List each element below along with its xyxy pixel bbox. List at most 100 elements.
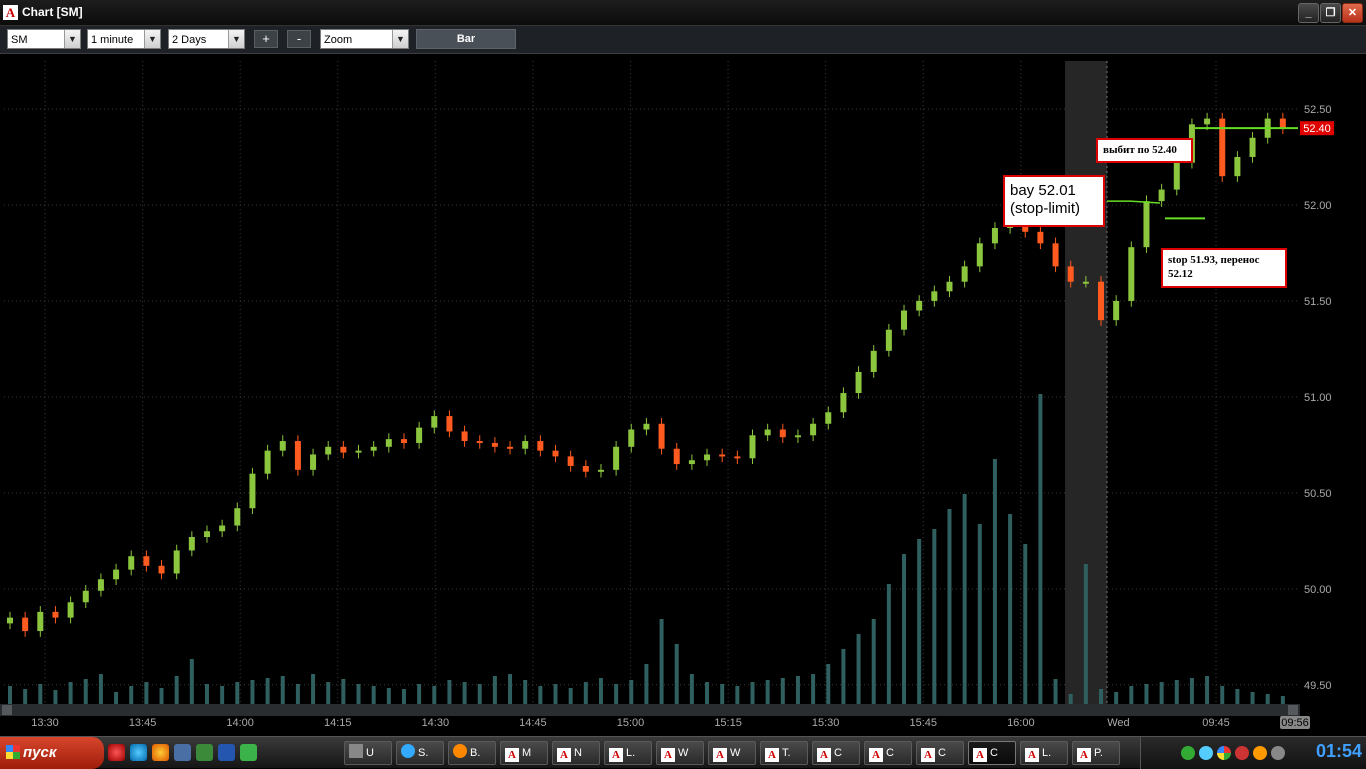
chevron-down-icon[interactable]: ▼ <box>64 30 80 48</box>
candle-body <box>203 531 210 538</box>
candle-body <box>810 423 817 436</box>
candle-body <box>234 508 241 526</box>
candle-body <box>537 441 544 451</box>
interval-select[interactable]: 1 minute ▼ <box>87 29 161 49</box>
candle-body <box>67 602 74 618</box>
volume-bar <box>629 680 634 704</box>
candle-body <box>310 454 317 470</box>
skype-icon[interactable] <box>130 744 147 761</box>
volume-bar <box>674 644 679 704</box>
chrome-icon[interactable] <box>1217 746 1231 760</box>
current-time-tag <box>1280 716 1310 729</box>
taskbar-task-button[interactable]: S. <box>396 741 444 765</box>
update-icon[interactable] <box>1253 746 1267 760</box>
zoom-select[interactable]: Zoom ▼ <box>320 29 409 49</box>
x-tick-label: 14:00 <box>226 717 254 729</box>
taskbar-task-label: N <box>574 747 582 759</box>
price-chart[interactable]: 52.40 52.50 52.00 51.50 51.00 50.50 50.00 49.5… <box>0 54 1366 734</box>
candle-body <box>507 446 514 449</box>
volume-bar <box>1114 692 1119 704</box>
spreadsheet-icon[interactable] <box>196 744 213 761</box>
volume-bar <box>750 682 755 704</box>
volume-bar <box>1265 694 1270 704</box>
candle-body <box>658 423 665 449</box>
current-price-tag <box>1300 121 1334 136</box>
taskbar-task-button[interactable]: A P. <box>1072 741 1120 765</box>
candle-body <box>128 556 135 570</box>
minimize-button[interactable]: _ <box>1298 3 1319 23</box>
range-select-value: 2 Days <box>172 34 207 46</box>
range-select[interactable]: 2 Days ▼ <box>168 29 245 49</box>
volume-bar <box>1189 678 1194 704</box>
app-window-icon: A <box>713 748 727 762</box>
candle-body <box>704 454 711 461</box>
maximize-button[interactable]: ❐ <box>1320 3 1341 23</box>
chart-type-button[interactable]: Bar <box>416 29 516 49</box>
volume-bar <box>1068 694 1073 704</box>
candle-body <box>1052 243 1059 267</box>
volume-bar <box>765 680 770 704</box>
app-icon[interactable] <box>240 744 257 761</box>
volume-icon[interactable] <box>1271 746 1285 760</box>
candle-body <box>825 412 832 424</box>
candle-body <box>219 525 226 532</box>
chevron-down-icon[interactable]: ▼ <box>144 30 160 48</box>
network-icon[interactable] <box>1181 746 1195 760</box>
volume-bar <box>68 682 73 704</box>
zoom-out-button[interactable]: - <box>287 30 311 48</box>
app-window-icon <box>453 744 467 758</box>
volume-bar <box>705 682 710 704</box>
volume-bar <box>886 584 891 704</box>
volume-bar <box>1053 679 1058 704</box>
app-window-icon: A <box>973 748 987 762</box>
app-window-icon: A <box>817 748 831 762</box>
skype-tray-icon[interactable] <box>1199 746 1213 760</box>
volume-bar <box>1220 686 1225 704</box>
close-button[interactable]: ✕ <box>1342 3 1363 23</box>
taskbar-task-button[interactable]: A T. <box>760 741 808 765</box>
app-window-icon: A <box>557 748 571 762</box>
taskbar-task-button[interactable]: B. <box>448 741 496 765</box>
volume-bar <box>144 682 149 704</box>
candle-body <box>901 310 908 330</box>
opera-icon[interactable] <box>108 744 125 761</box>
annotations: bay 52.01(stop-limit) выбит по 52.40 stop … <box>1003 138 1287 288</box>
candle-body <box>173 550 180 574</box>
scroll-right-button[interactable] <box>1288 705 1298 715</box>
volume-bar <box>947 509 952 704</box>
firefox-icon[interactable] <box>152 744 169 761</box>
candle-body <box>916 300 923 311</box>
annotation-text: (stop-limit) <box>1010 200 1080 217</box>
candle-body <box>870 350 877 372</box>
x-tick-label: 15:00 <box>617 717 645 729</box>
chevron-down-icon[interactable]: ▼ <box>228 30 244 48</box>
desktop-icon[interactable] <box>174 744 191 761</box>
volume-bar <box>98 674 103 704</box>
volume-bar <box>659 619 664 704</box>
taskbar-task-button[interactable]: A L. <box>1020 741 1068 765</box>
start-button[interactable]: пуск <box>0 737 104 769</box>
save-icon[interactable] <box>218 744 235 761</box>
candle-body <box>1249 137 1256 157</box>
volume-bar <box>417 684 422 704</box>
current-time-label: 09:56 <box>1281 717 1309 729</box>
taskbar-task-button[interactable]: U <box>344 741 392 765</box>
horizontal-scrollbar[interactable] <box>0 704 1300 716</box>
taskbar-task-button[interactable]: A L. <box>604 741 652 765</box>
symbol-select[interactable]: SM ▼ <box>7 29 81 49</box>
scroll-left-button[interactable] <box>2 705 12 715</box>
system-tray: 01:54 <box>1140 737 1366 769</box>
zoom-in-button[interactable]: + <box>254 30 278 48</box>
volume-bar <box>1038 394 1043 704</box>
language-icon[interactable] <box>1235 746 1249 760</box>
chevron-down-icon[interactable]: ▼ <box>392 30 408 48</box>
clock: 01:54 <box>1315 741 1362 761</box>
